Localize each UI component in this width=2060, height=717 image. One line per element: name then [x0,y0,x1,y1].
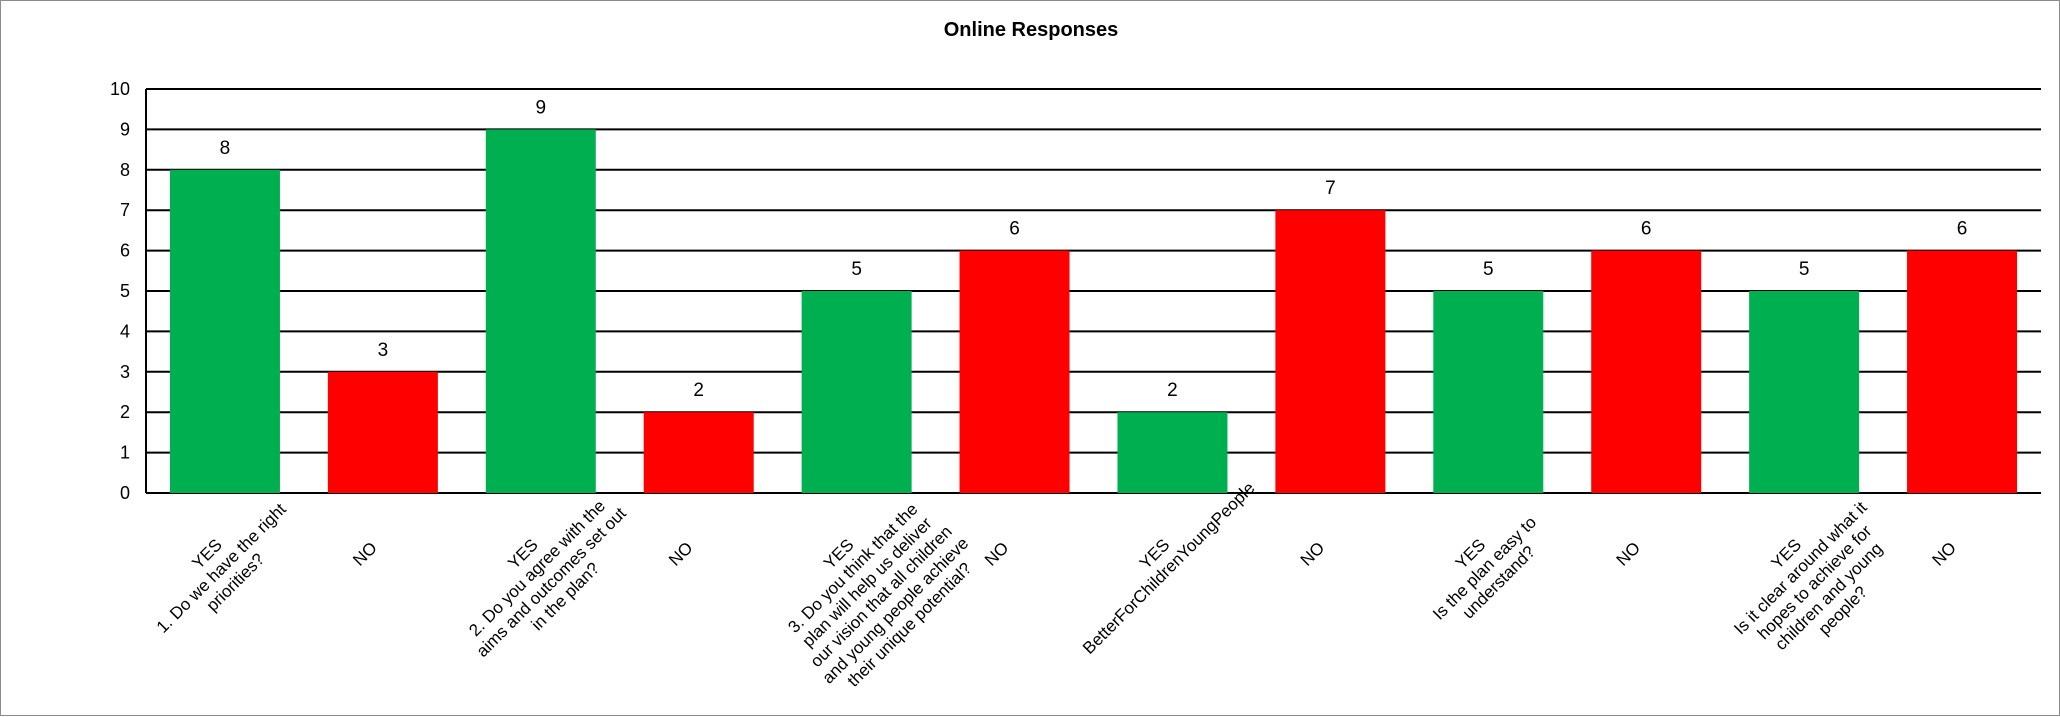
category-label-line: NO [981,538,1012,569]
y-tick-label: 5 [120,281,130,301]
data-label: 6 [1009,219,1020,240]
bar-no [327,371,438,493]
y-tick-label: 0 [120,483,130,503]
data-label: 3 [378,340,389,361]
category-label: NO [1928,538,1959,569]
data-label: 2 [693,380,704,401]
category-label: NO [1297,538,1328,569]
y-tick-label: 8 [120,160,130,180]
category-label-line: NO [349,538,380,569]
y-tick-label: 4 [120,321,130,341]
bar-no [1275,210,1386,493]
category-label-line: 1. Do we have the right [153,499,290,636]
bar-no [1907,250,2018,493]
category-label: NO [349,538,380,569]
y-tick-label: 6 [120,241,130,261]
bars [169,129,2018,494]
bar-yes [169,169,280,494]
data-label: 7 [1325,178,1336,199]
data-label: 5 [1483,259,1494,280]
y-tick-label: 10 [110,79,130,99]
category-label-line: NO [1613,538,1644,569]
y-tick-label: 9 [120,119,130,139]
category-label-line: aims and outcomes set out [473,504,630,661]
category-label-line: NO [1928,538,1959,569]
chart-title: Online Responses [944,19,1119,41]
data-label: 2 [1167,380,1178,401]
bar-yes [801,291,912,493]
data-label: 6 [1957,219,1968,240]
data-label: 8 [220,138,231,159]
category-label: NO [981,538,1012,569]
y-tick-label: 3 [120,362,130,382]
y-tick-label: 2 [120,402,130,422]
data-label: 6 [1641,219,1652,240]
bar-yes [1749,291,1860,493]
category-label: NO [665,538,696,569]
y-tick-label: 1 [120,443,130,463]
category-label: NO [1613,538,1644,569]
bar-no [1591,250,1702,493]
bar-no [643,412,754,493]
category-label-line: NO [1297,538,1328,569]
data-label: 5 [1799,259,1810,280]
bar-no [959,250,1070,493]
bar-yes [1117,412,1228,493]
bar-yes [485,129,596,493]
data-labels: 8 3 9 2 5 6 2 7 5 6 5 6 [220,97,1968,401]
y-axis-ticks: 0 1 2 3 4 5 6 7 8 9 10 [110,79,130,503]
gridlines [145,88,2041,494]
bar-yes [1433,291,1544,493]
y-tick-label: 7 [120,200,130,220]
data-label: 5 [851,259,862,280]
data-label: 9 [536,97,547,118]
category-label-line: NO [665,538,696,569]
category-label-line: BetterForChildrenYoungPeople [1079,478,1258,657]
